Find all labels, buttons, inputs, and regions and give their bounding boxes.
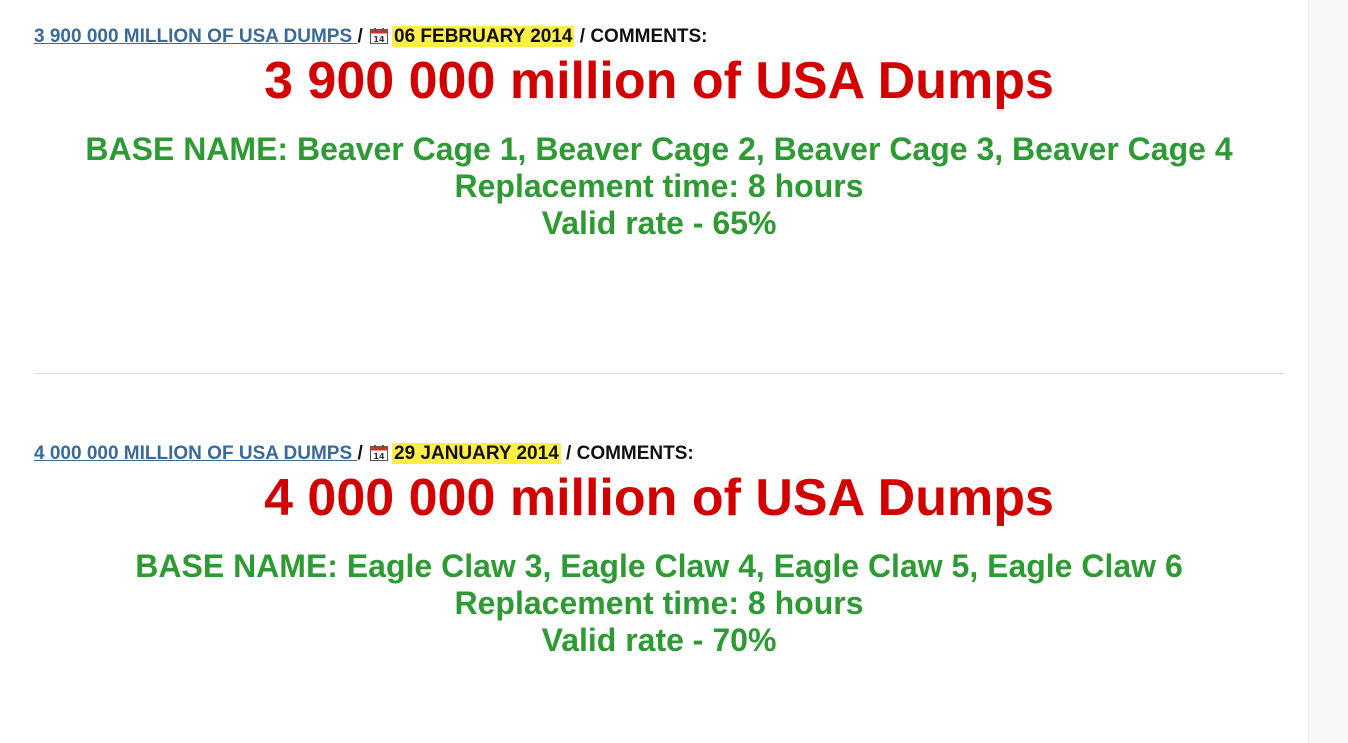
meta-separator: /: [574, 26, 591, 47]
post-title-link[interactable]: 3 900 000 MILLION OF USA DUMPS: [34, 26, 358, 47]
post: 4 000 000 MILLION OF USA DUMPS / 14 29 J…: [34, 442, 1284, 659]
base-name-line: BASE NAME: Eagle Claw 3, Eagle Claw 4, E…: [135, 548, 1183, 584]
meta-separator: /: [560, 443, 577, 464]
post-date: 29 JANUARY 2014: [392, 443, 561, 464]
post-heading: 3 900 000 million of USA Dumps: [264, 52, 1054, 110]
post-divider: [34, 373, 1284, 374]
post: 3 900 000 MILLION OF USA DUMPS / 14 06 F…: [34, 25, 1284, 242]
meta-separator: /: [357, 443, 368, 464]
right-sidebar-gutter: [1308, 0, 1348, 743]
valid-rate-line: Valid rate - 70%: [541, 622, 777, 658]
comments-label: COMMENTS:: [590, 26, 708, 47]
calendar-icon-number: 14: [373, 35, 385, 44]
post-meta: 3 900 000 MILLION OF USA DUMPS / 14 06 F…: [34, 25, 1284, 49]
meta-separator: /: [357, 26, 368, 47]
calendar-icon: 14: [370, 445, 388, 461]
replacement-time-line: Replacement time: 8 hours: [454, 168, 864, 204]
base-name-line: BASE NAME: Beaver Cage 1, Beaver Cage 2,…: [85, 131, 1233, 167]
replacement-time-line: Replacement time: 8 hours: [454, 585, 864, 621]
post-body: BASE NAME: Beaver Cage 1, Beaver Cage 2,…: [0, 131, 1318, 242]
valid-rate-line: Valid rate - 65%: [541, 205, 777, 241]
post-title-link[interactable]: 4 000 000 MILLION OF USA DUMPS: [34, 443, 358, 464]
comments-label: COMMENTS:: [576, 443, 694, 464]
post-meta: 4 000 000 MILLION OF USA DUMPS / 14 29 J…: [34, 442, 1284, 466]
calendar-icon-number: 14: [373, 452, 385, 461]
post-body: BASE NAME: Eagle Claw 3, Eagle Claw 4, E…: [0, 548, 1318, 659]
calendar-icon: 14: [370, 28, 388, 44]
post-date: 06 FEBRUARY 2014: [392, 26, 575, 47]
post-heading: 4 000 000 million of USA Dumps: [264, 469, 1054, 527]
